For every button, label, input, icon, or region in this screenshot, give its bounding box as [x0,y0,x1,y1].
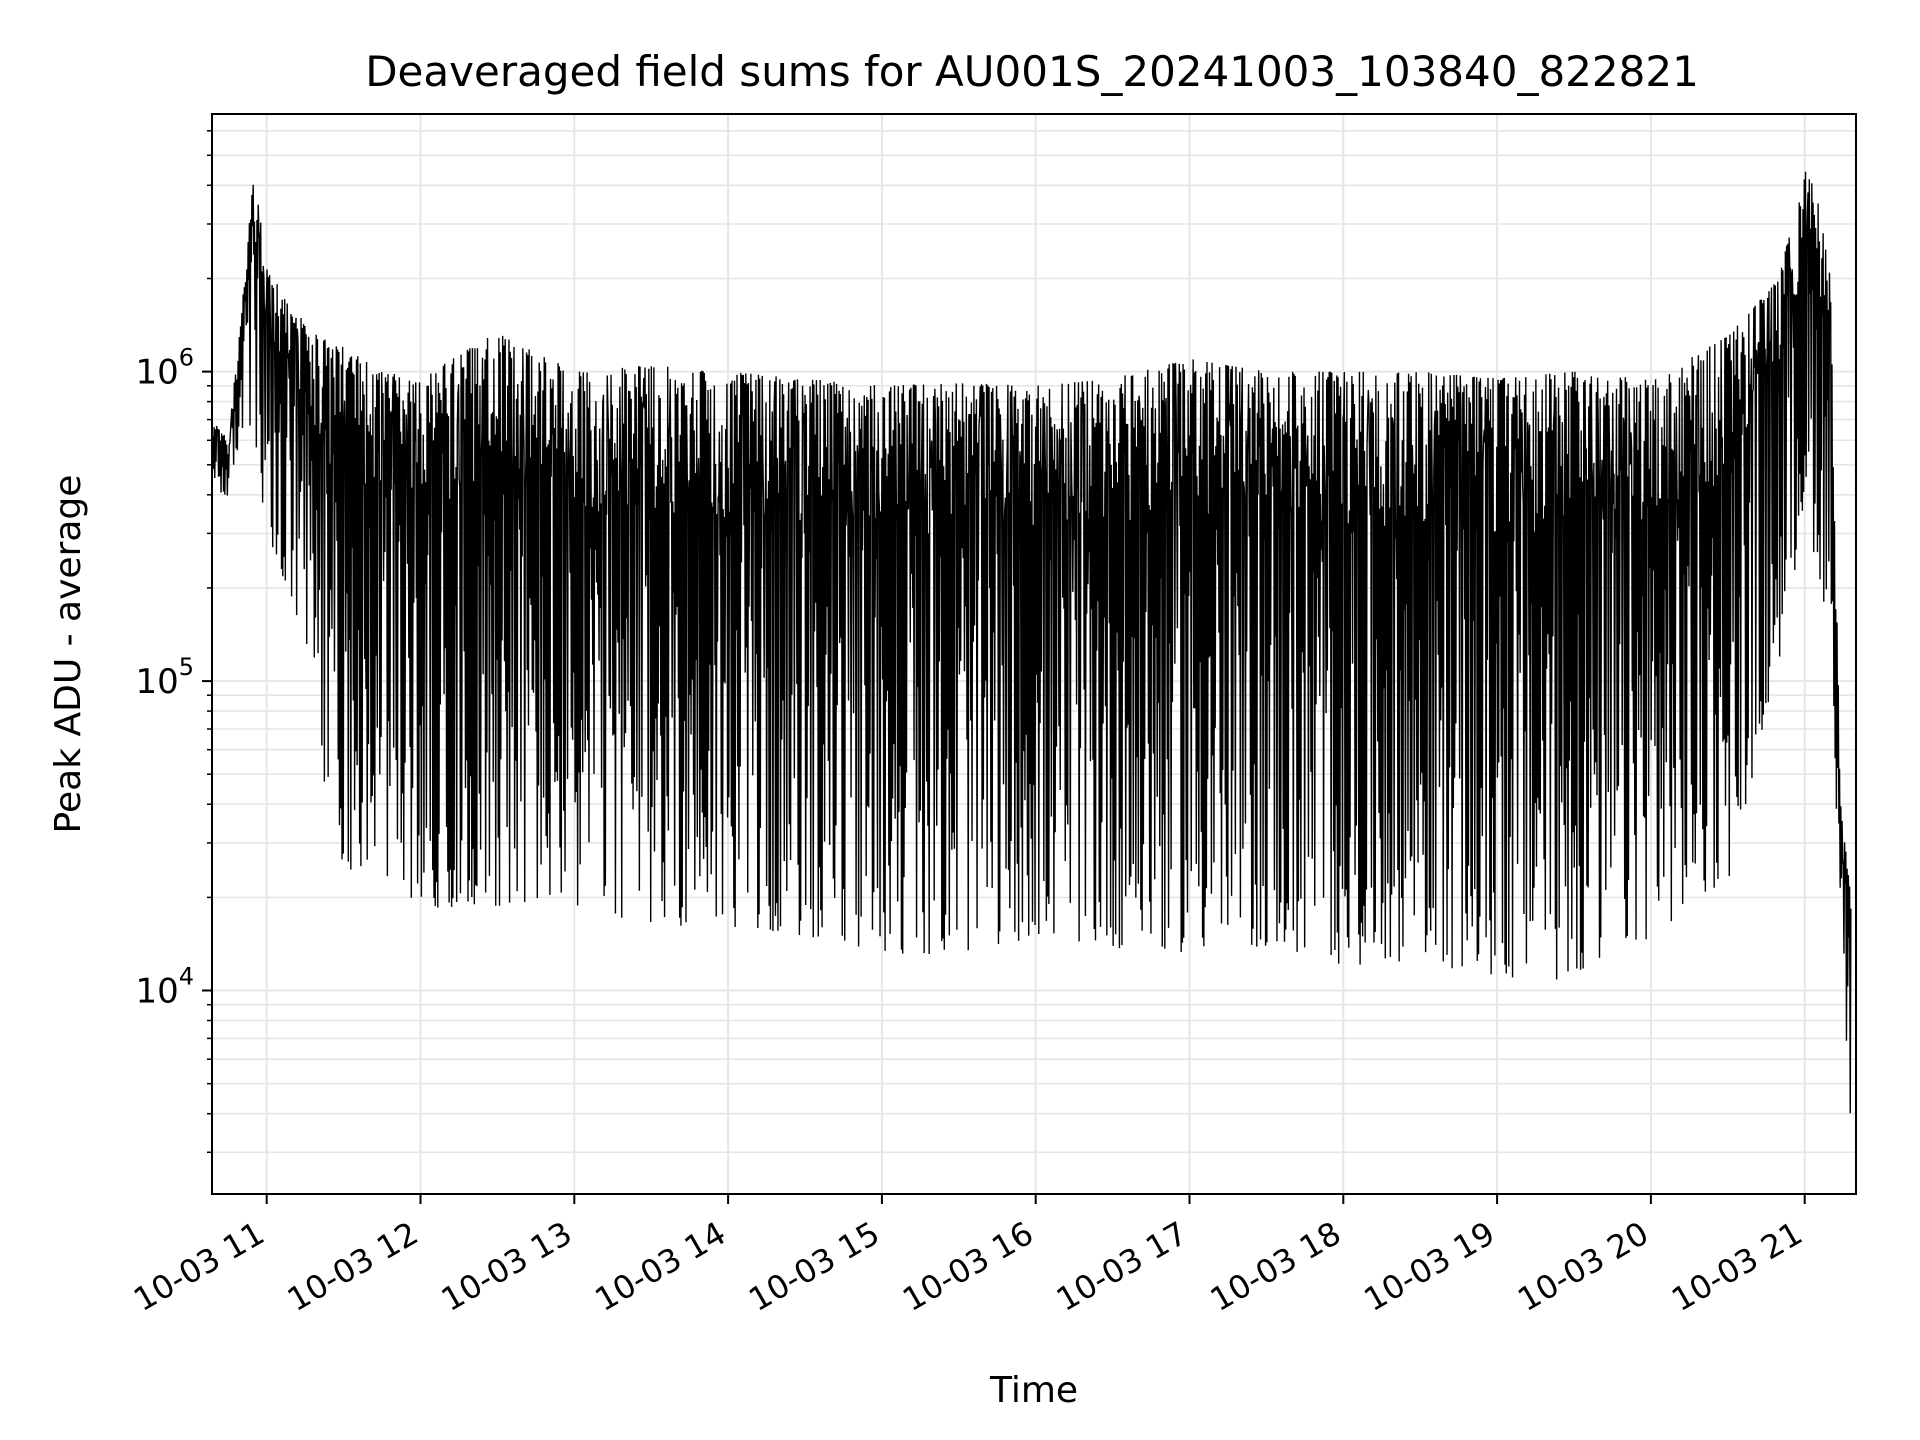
y-tick-label-base: 10 [135,662,178,702]
y-tick-label-exp: 5 [179,653,194,681]
y-tick-label: 104 [135,963,194,1012]
x-axis-label: Time [989,1370,1078,1411]
y-tick-label-base: 10 [135,972,178,1012]
y-tick-label-exp: 4 [179,963,194,991]
series-line [212,171,1852,1114]
plot-frame [211,113,1857,1195]
y-tick-label-exp: 6 [179,344,194,372]
y-tick-label-base: 10 [135,353,178,393]
series-layer [212,171,1852,1114]
chart-title: Deaveraged field sums for AU001S_2024100… [365,47,1699,96]
y-tick-label: 105 [135,653,194,702]
y-axis-label: Peak ADU - average [48,475,89,834]
y-tick-label: 106 [135,344,194,393]
